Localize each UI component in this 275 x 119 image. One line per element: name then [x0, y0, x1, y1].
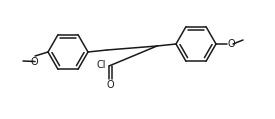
Text: O: O: [228, 39, 236, 49]
Text: O: O: [30, 57, 38, 67]
Text: Cl: Cl: [97, 60, 106, 70]
Text: O: O: [107, 80, 114, 90]
